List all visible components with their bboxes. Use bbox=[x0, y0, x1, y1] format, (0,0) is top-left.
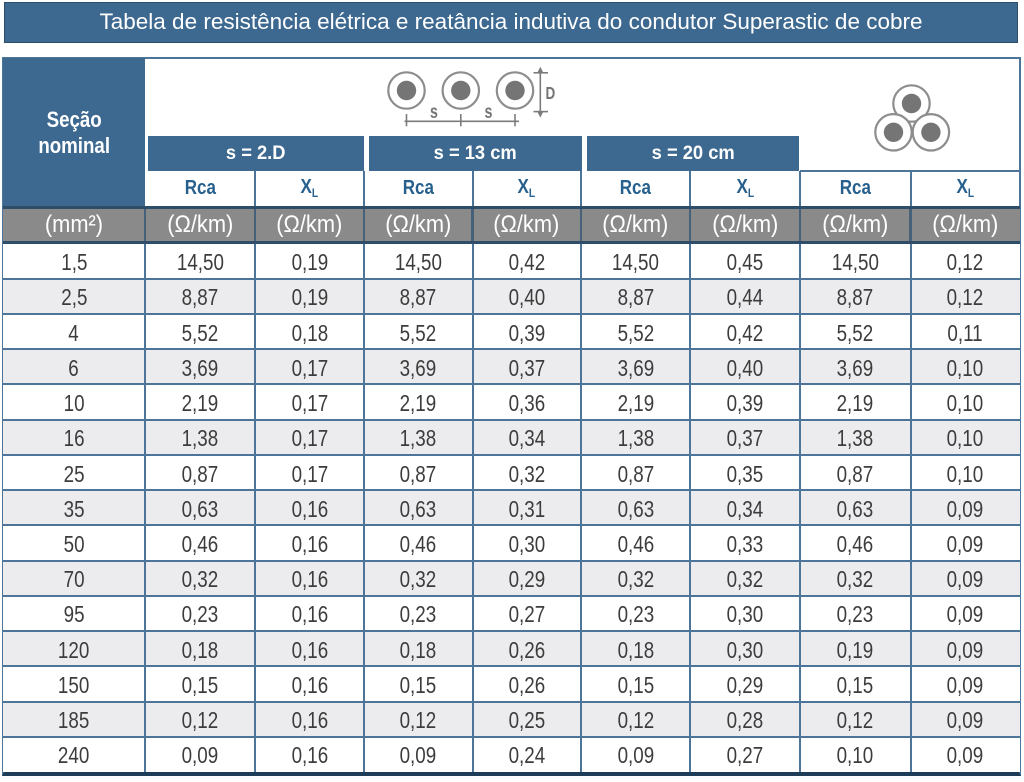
svg-text:D: D bbox=[545, 84, 555, 103]
svg-text:s: s bbox=[430, 101, 438, 122]
svg-text:s: s bbox=[485, 101, 493, 122]
